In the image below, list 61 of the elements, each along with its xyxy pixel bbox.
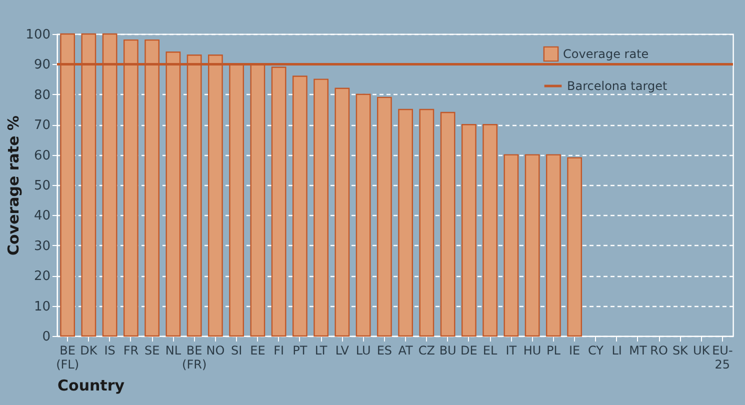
y-tick-label: 80	[34, 88, 50, 103]
x-tick-label: LI	[612, 344, 622, 358]
bar	[461, 124, 476, 337]
bar	[524, 154, 540, 337]
x-tick-label: IE	[569, 344, 580, 358]
y-tick-label: 70	[34, 118, 50, 134]
x-tick-label: SE	[144, 344, 160, 358]
x-tick-label: DE	[460, 344, 478, 358]
x-tick-label: IS	[104, 344, 116, 358]
x-tick-label: NL	[165, 344, 182, 358]
legend-label: Coverage rate	[563, 47, 649, 61]
x-tick-label: CY	[588, 344, 604, 358]
bar	[376, 96, 392, 337]
x-tick-label: EL	[482, 344, 498, 358]
x-axis-title: Country	[58, 376, 125, 394]
bar	[292, 76, 308, 337]
x-tick-label: SK	[672, 344, 690, 358]
x-tick-label: LT	[314, 344, 328, 358]
y-tick-label: 20	[34, 269, 50, 284]
bar	[440, 112, 456, 337]
y-axis-title: Coverage rate %	[4, 115, 23, 256]
x-tick-label: FR	[123, 344, 139, 358]
x-tick-label: PT	[292, 344, 308, 358]
x-tick-label: EU-25	[712, 344, 733, 372]
x-tick-label: LV	[335, 344, 350, 358]
bar	[567, 157, 582, 337]
x-tick-label: RO	[650, 344, 668, 358]
bar	[419, 108, 434, 337]
x-tick-label: BE (FL)	[56, 344, 80, 372]
y-tick-label: 60	[34, 148, 50, 164]
x-tick-label: BU	[439, 344, 456, 358]
x-tick-label: SI	[230, 344, 242, 358]
bar	[504, 154, 519, 337]
y-tick-label: 50	[34, 178, 50, 194]
x-tick-label: ES	[376, 344, 392, 358]
x-tick-label: AT	[398, 344, 414, 358]
bar	[314, 78, 329, 337]
x-tick-label: PL	[546, 344, 561, 358]
x-tick-label: FI	[274, 344, 284, 358]
y-tick-label: 100	[26, 28, 50, 42]
y-tick-label: 90	[34, 58, 50, 73]
bar	[356, 94, 371, 337]
x-tick-label: DK	[80, 344, 98, 358]
bar	[546, 154, 561, 337]
x-tick-label: NO	[206, 344, 225, 358]
y-tick-label: 40	[34, 208, 50, 224]
x-tick-label: LU	[356, 344, 371, 358]
bar	[482, 124, 498, 337]
x-tick-label: IT	[506, 344, 518, 358]
y-tick-label: 30	[34, 238, 50, 254]
y-tick-label: 0	[42, 330, 50, 344]
bar	[334, 88, 350, 337]
x-tick-label: MT	[629, 344, 648, 358]
y-tick-label: 10	[34, 299, 50, 314]
x-tick-label: UK	[692, 344, 711, 358]
x-tick-label: CZ	[418, 344, 435, 358]
x-tick-label: EE	[250, 344, 266, 358]
x-tick-label: BE (FR)	[182, 344, 207, 372]
bar	[398, 108, 414, 337]
legend-label: Barcelona target	[567, 79, 668, 93]
x-tick-label: HU	[523, 344, 542, 358]
